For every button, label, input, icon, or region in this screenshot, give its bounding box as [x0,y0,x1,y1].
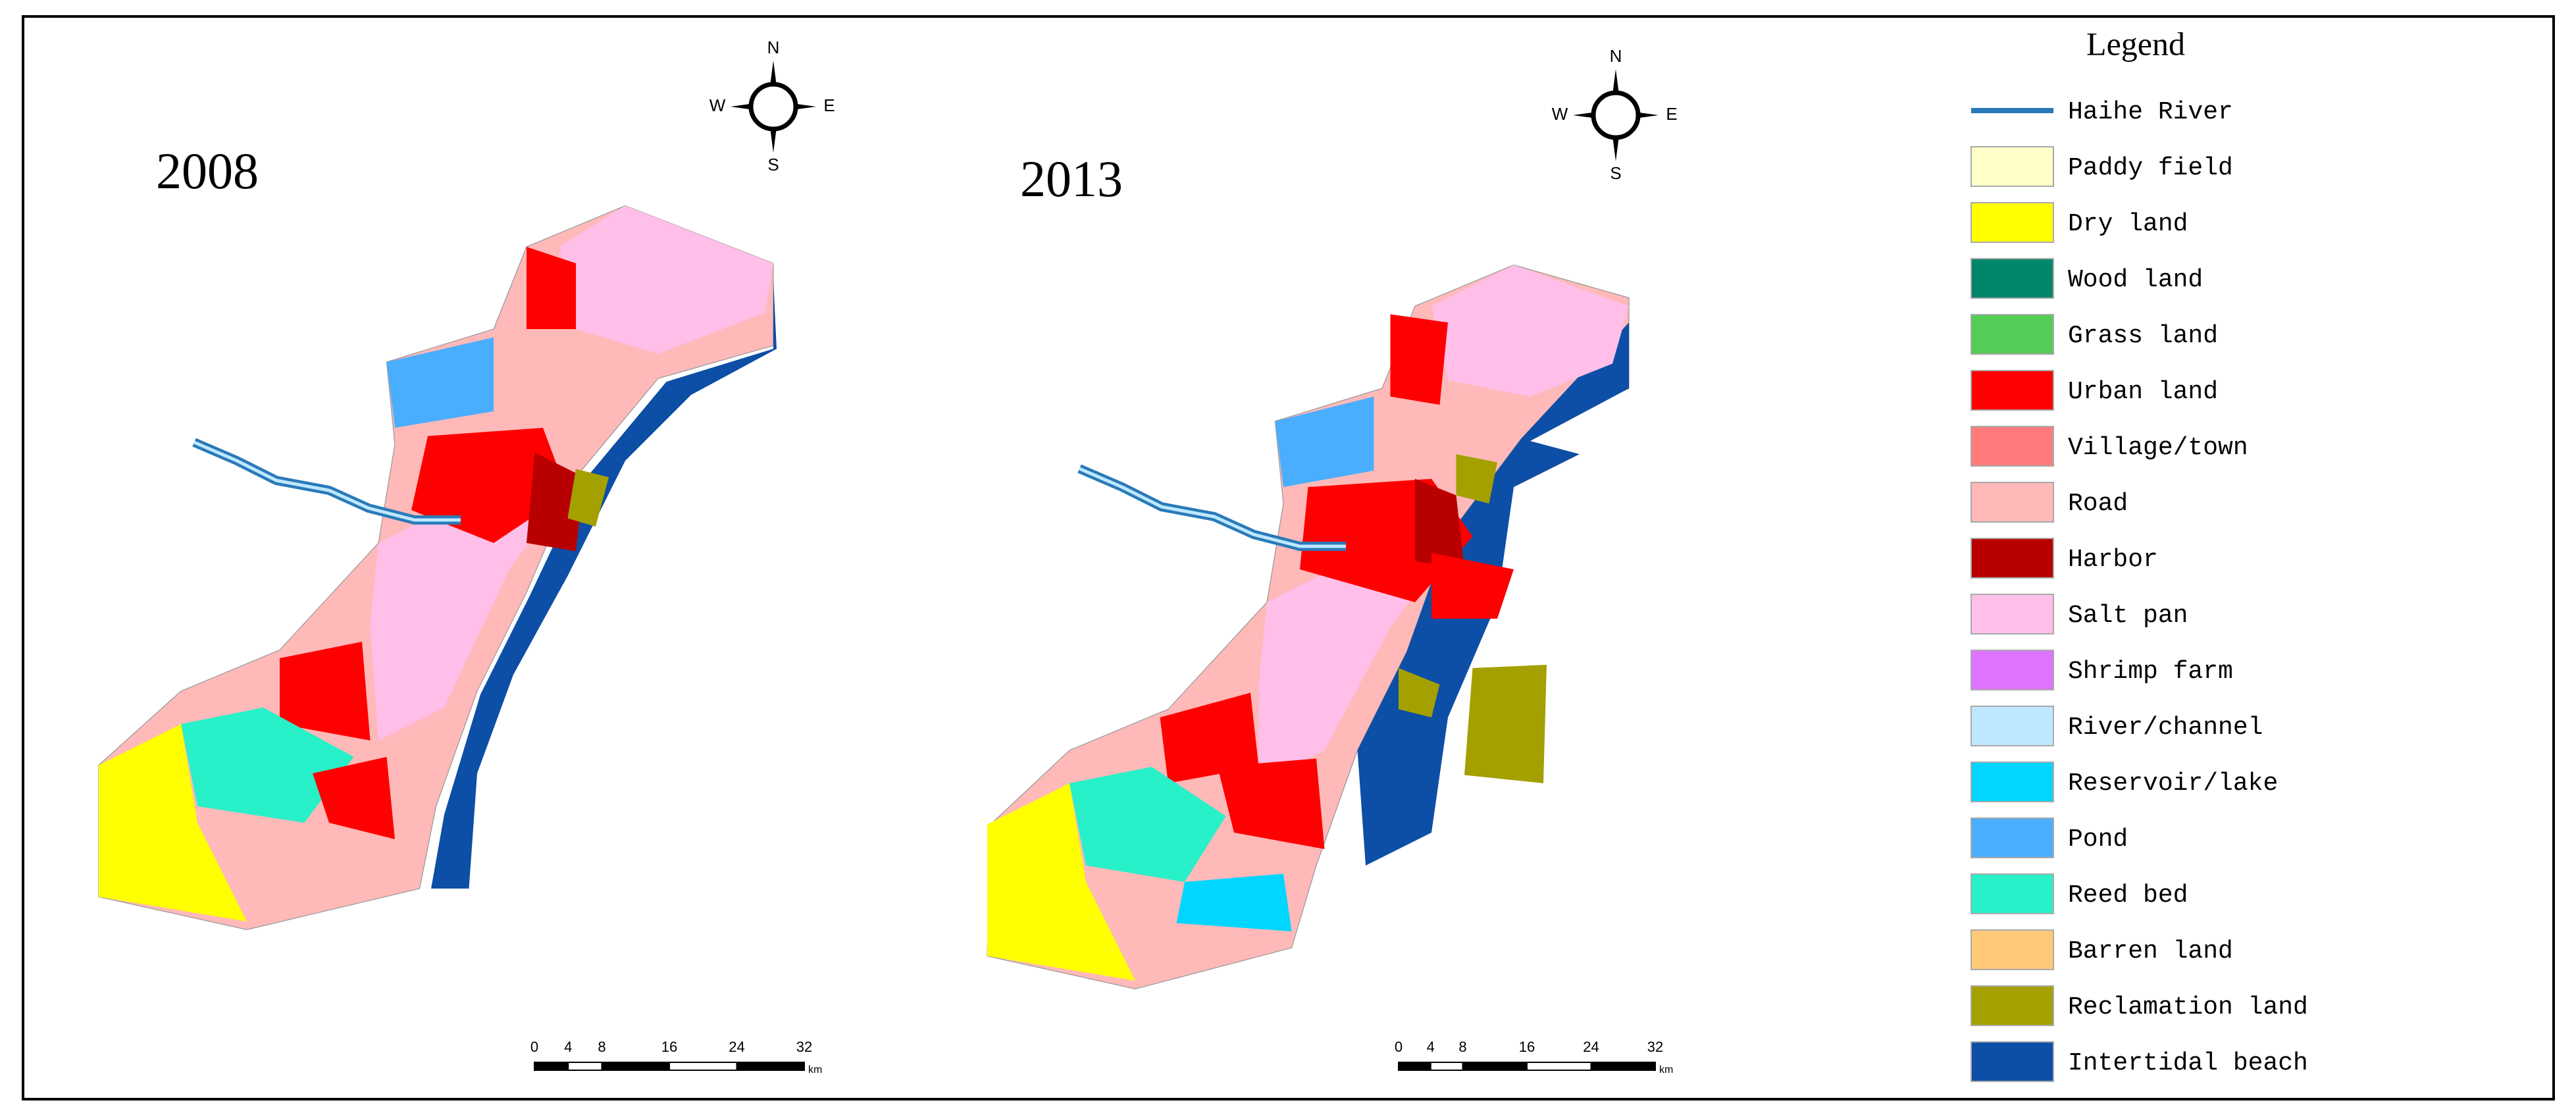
legend-label: Reservoir/lake [2068,769,2278,798]
scale-segment [1398,1062,1431,1071]
legend-label: Salt pan [2068,602,2188,630]
compass-s: S [1610,163,1621,183]
scale-label: 4 [1427,1039,1435,1055]
legend-label: Urban land [2068,378,2218,406]
year-label: 2013 [1020,150,1123,207]
legend-label: Intertidal beach [2068,1049,2308,1077]
compass-s: S [767,155,779,174]
scale-label: 32 [796,1039,812,1055]
haihe-river-2013-inner [1079,467,1346,548]
legend-swatch [1971,370,2054,411]
legend-swatch [1971,314,2054,355]
legend-label: Pond [2068,825,2128,854]
compass-e: E [1666,104,1677,124]
legend-label: Haihe River [2068,98,2233,126]
compass-w: W [709,95,726,115]
legend-swatch [1971,650,2054,690]
legend-swatch [1971,594,2054,634]
legend-swatch [1971,762,2054,802]
scale-segment [1590,1062,1656,1071]
legend-label: Road [2068,490,2128,518]
scale-label: 24 [729,1039,744,1055]
scale-segment [534,1062,569,1071]
legend-label: Dry land [2068,210,2188,238]
legend-swatch [1971,817,2054,858]
map-2008 [98,205,777,931]
legend-label: Wood land [2068,266,2203,294]
legend-swatch [1971,985,2054,1026]
compass-n: N [767,38,780,57]
scale-segment [1526,1062,1592,1071]
scale-label: 16 [1519,1039,1535,1055]
scale-segment [567,1062,603,1071]
scale-label: 8 [598,1039,605,1055]
compass-e: E [823,95,835,115]
compass-w: W [1552,104,1568,124]
legend-label: Reed bed [2068,881,2188,910]
legend-label: Shrimp farm [2068,658,2233,686]
legend-label: Village/town [2068,434,2248,462]
legend-swatch [1971,929,2054,970]
legend-swatch [1971,538,2054,579]
scale-unit: km [808,1064,822,1075]
legend-swatch [1971,706,2054,746]
compass-ring [748,82,798,132]
scale-label: 0 [530,1039,538,1055]
legend-label: Reclamation land [2068,993,2308,1022]
scale-segment [736,1062,805,1071]
year-label: 2008 [156,142,259,199]
legend-swatch [1971,1041,2054,1082]
scale-label: 32 [1647,1039,1663,1055]
compass-ring [1591,90,1641,140]
scale-label: 16 [661,1039,677,1055]
legend-title: Legend [2086,25,2185,62]
legend-label: Barren land [2068,937,2233,966]
legend-swatch [1971,482,2054,523]
scale-segment [669,1062,738,1071]
legend-label: Paddy field [2068,154,2233,182]
scale-label: 24 [1583,1039,1599,1055]
scale-segment [601,1062,670,1071]
compass-n: N [1610,46,1622,66]
legend-swatch [1971,258,2054,299]
scale-label: 8 [1458,1039,1466,1055]
scale-segment [1430,1062,1464,1071]
legend-swatch [1971,202,2054,243]
scale-label: 4 [564,1039,572,1055]
legend-label: River/channel [2068,713,2263,742]
legend-label: Grass land [2068,322,2218,350]
map-2013 [987,264,1630,990]
scale-label: 0 [1395,1039,1403,1055]
legend-label: Harbor [2068,546,2158,574]
legend-swatch [1971,873,2054,914]
legend-swatch [1971,146,2054,187]
scale-segment [1462,1062,1528,1071]
haihe-river-2008-inner [193,440,461,522]
legend-swatch [1971,426,2054,467]
scale-unit: km [1659,1064,1673,1075]
